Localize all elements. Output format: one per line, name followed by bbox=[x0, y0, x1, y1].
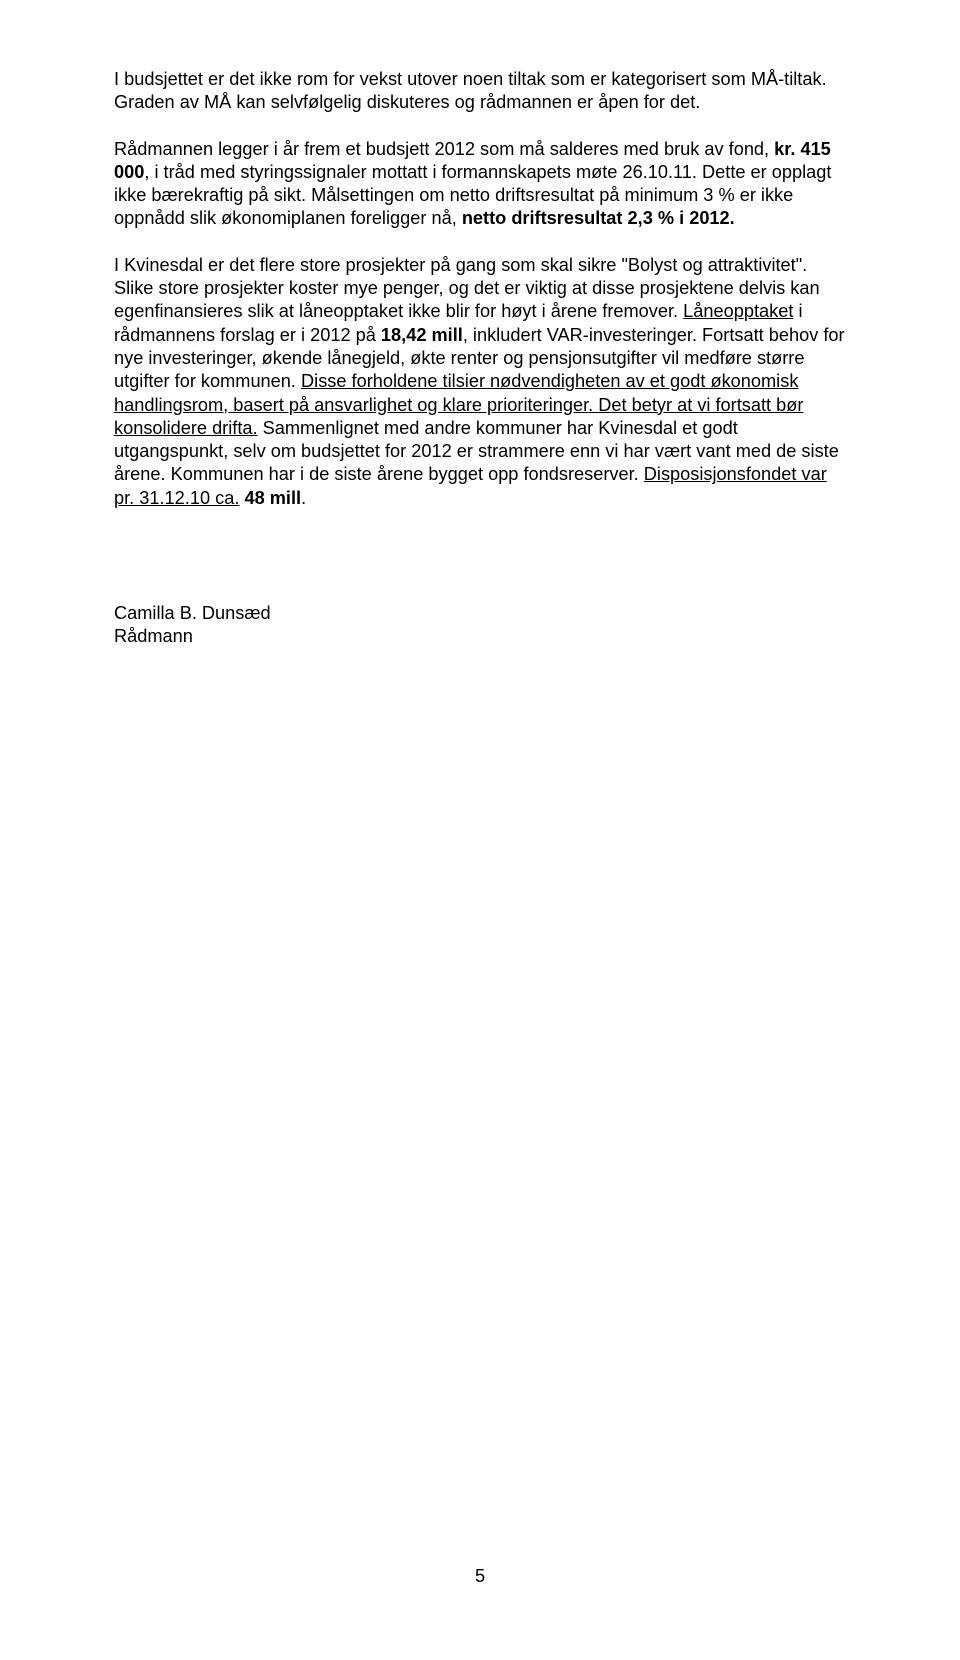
page-number: 5 bbox=[0, 1565, 960, 1588]
signature-title: Rådmann bbox=[114, 625, 846, 648]
paragraph-1: I budsjettet er det ikke rom for vekst u… bbox=[114, 68, 846, 115]
signature-name: Camilla B. Dunsæd bbox=[114, 602, 846, 625]
paragraph-3: I Kvinesdal er det flere store prosjekte… bbox=[114, 254, 846, 510]
signature-block: Camilla B. Dunsæd Rådmann bbox=[114, 602, 846, 649]
paragraph-2: Rådmannen legger i år frem et budsjett 2… bbox=[114, 138, 846, 231]
